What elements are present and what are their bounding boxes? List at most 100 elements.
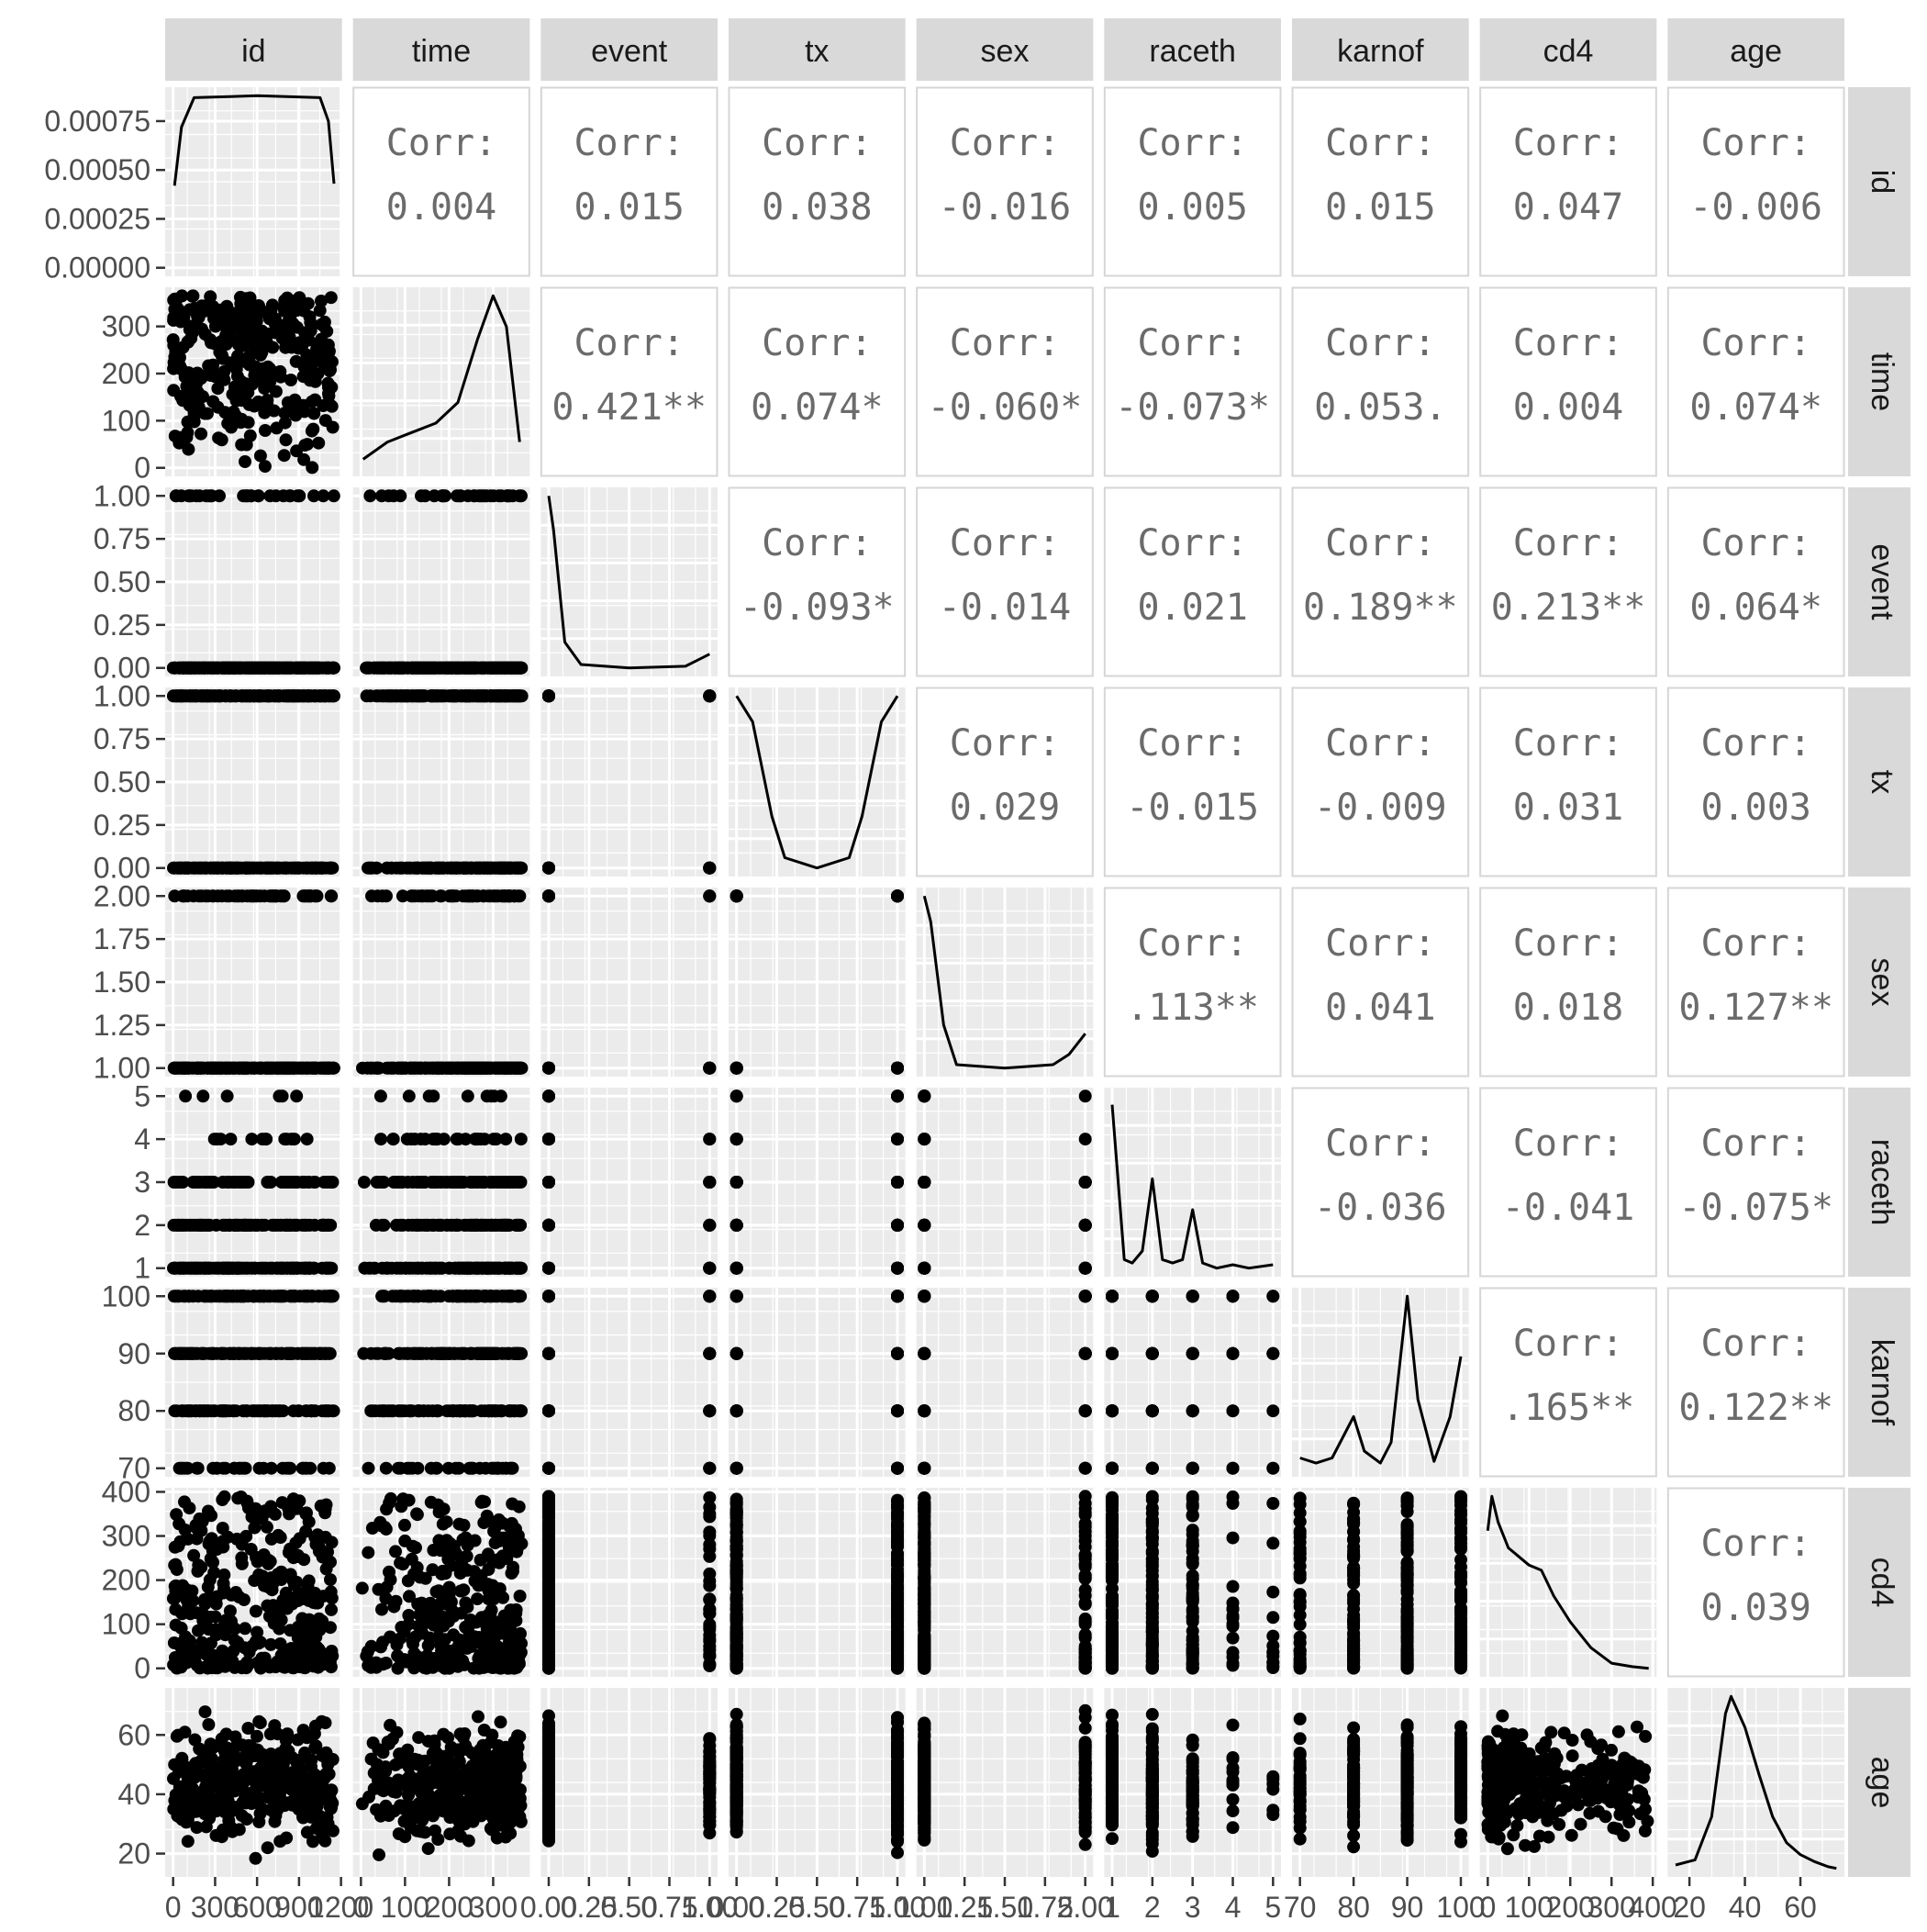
scatter-point (703, 689, 716, 702)
scatter-point (259, 424, 272, 437)
scatter-point (405, 689, 418, 702)
scatter-point (371, 889, 384, 902)
scatter-point (424, 862, 437, 875)
scatter-point (430, 1262, 443, 1275)
corr-panel-id-event (541, 88, 718, 276)
column-strip-label-id: id (241, 34, 265, 69)
scatter-point (401, 1176, 414, 1189)
column-strip-label-time: time (412, 34, 471, 69)
scatter-point (463, 1062, 476, 1075)
scatter-point (507, 1176, 520, 1189)
scatter-point (308, 394, 321, 407)
corr-value-id-age: -0.006 (1689, 186, 1822, 229)
column-strip-label-event: event (591, 34, 668, 69)
corr-value-tx-raceth: -0.015 (1126, 787, 1259, 829)
corr-label: Corr: (1137, 122, 1247, 164)
corr-panel-id-raceth (1105, 88, 1281, 276)
corr-value-tx-sex: 0.029 (950, 787, 1060, 829)
scatter-point (167, 689, 180, 702)
scatter-point (324, 363, 337, 376)
scatter-point (315, 295, 328, 307)
scatter-point (207, 862, 220, 875)
corr-panel-tx-raceth (1105, 688, 1281, 877)
scatter-point (239, 455, 251, 468)
scatter-point (195, 428, 207, 441)
scatter-point (449, 1219, 462, 1232)
scatter-point (278, 449, 291, 462)
scatter-point (173, 1262, 186, 1275)
scatter-point (485, 889, 497, 902)
scatter-point (179, 1089, 192, 1102)
scatter-point (411, 1062, 424, 1075)
scatter-point (275, 329, 288, 342)
scatter-point (290, 1089, 303, 1102)
scatter-point (314, 689, 327, 702)
scatter-point (319, 414, 332, 427)
scatter-point (400, 862, 413, 875)
scatter-point (284, 374, 297, 386)
corr-panel-sex-raceth (1105, 888, 1281, 1077)
corr-label: Corr: (1137, 522, 1247, 564)
row-strip-label-tx: tx (1865, 770, 1899, 794)
scatter-point (442, 1262, 455, 1275)
corr-panel-tx-sex (917, 688, 1093, 877)
row-strip-label-event: event (1865, 543, 1899, 620)
scatter-point (293, 489, 306, 502)
scatter-point (381, 862, 394, 875)
scatter-point (206, 396, 219, 408)
scatter-point (214, 1133, 227, 1145)
scatter-point (361, 662, 373, 675)
scatter-point (230, 363, 243, 375)
corr-panel-event-sex (917, 488, 1093, 676)
scatter-point (485, 1176, 498, 1189)
scatter-point (454, 489, 467, 502)
corr-label: Corr: (950, 322, 1060, 364)
scatter-point (375, 489, 388, 502)
corr-panel-tx-karnof (1293, 688, 1469, 877)
corr-label: Corr: (1137, 322, 1247, 364)
scatter-point (187, 1176, 200, 1189)
scatter-point (301, 438, 314, 451)
corr-value-id-event: 0.015 (574, 186, 684, 229)
scatter-point (204, 333, 217, 346)
scatter-point (244, 862, 257, 875)
scatter-point (499, 1133, 512, 1145)
scatter-point (220, 325, 233, 338)
scatter-point (426, 889, 439, 902)
scatter-point (268, 405, 281, 418)
corr-label: Corr: (1513, 122, 1623, 164)
scatter-point (429, 1133, 442, 1145)
scatter-point (283, 1176, 295, 1189)
corr-label: Corr: (1137, 922, 1247, 965)
scatter-point (169, 1176, 182, 1189)
scatter-point (542, 889, 555, 902)
corr-value-tx-age: 0.003 (1700, 787, 1810, 829)
scatter-point (891, 1062, 904, 1075)
scatter-point (468, 489, 481, 502)
corr-label: Corr: (950, 122, 1060, 164)
corr-value-id-time: 0.004 (386, 186, 496, 229)
scatter-point (298, 326, 311, 339)
corr-value-sex-cd4: 0.018 (1513, 987, 1623, 1029)
scatter-point (170, 1219, 183, 1232)
corr-panel-id-time (353, 88, 529, 276)
scatter-point (322, 389, 335, 402)
scatter-point (187, 889, 200, 902)
scatter-point (270, 421, 283, 434)
scatter-point (447, 1062, 460, 1075)
scatter-point (223, 1219, 236, 1232)
scatter-point (399, 1062, 412, 1075)
scatter-point (401, 1133, 414, 1145)
scatter-point (508, 662, 521, 675)
scatter-point (325, 1176, 338, 1189)
scatter-point (245, 1133, 258, 1145)
scatter-point (263, 489, 276, 502)
corr-value-event-raceth: 0.021 (1137, 586, 1247, 629)
scatter-point (463, 662, 476, 675)
scatter-point (512, 1219, 525, 1232)
scatter-point (242, 416, 255, 429)
scatter-point (195, 323, 208, 336)
corr-label: Corr: (762, 522, 872, 564)
scatter-point (453, 1176, 466, 1189)
